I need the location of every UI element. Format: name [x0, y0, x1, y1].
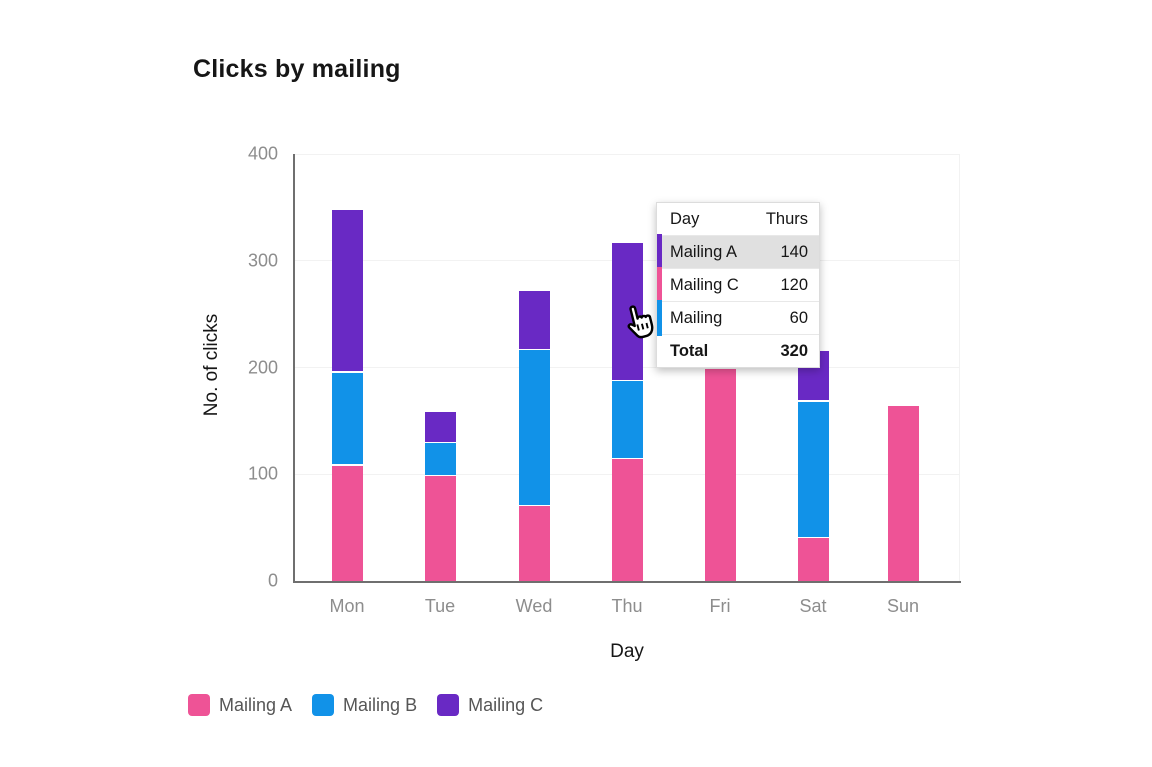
legend-swatch-icon [437, 694, 460, 716]
bar-segment-thu-mailing-a[interactable] [611, 459, 643, 581]
bar-segment-sun-mailing-a[interactable] [887, 405, 919, 581]
chart-legend: Mailing A Mailing B Mailing C [188, 694, 543, 716]
legend-label: Mailing B [343, 694, 418, 715]
bar-segment-mon-mailing-a[interactable] [331, 465, 363, 581]
y-tick-label: 300 [247, 250, 278, 271]
bar-segment-fri-mailing-a[interactable] [704, 368, 736, 581]
bar-segment-sat-mailing-b[interactable] [797, 401, 829, 537]
legend-label: Mailing C [468, 694, 544, 715]
bar-segment-wed-mailing-b[interactable] [518, 350, 550, 505]
bar-segment-wed-mailing-c[interactable] [518, 290, 550, 349]
y-tick-label: 200 [247, 357, 278, 377]
chart-title: Clicks by mailing [193, 55, 401, 83]
x-axis-title: Day [610, 641, 644, 662]
x-tick-label-mon: Mon [329, 596, 365, 616]
legend-item-mailing-b[interactable]: Mailing B [312, 694, 417, 716]
y-axis-title: No. of clicks [201, 313, 222, 417]
y-axis-line [293, 154, 295, 583]
tooltip-row: Day Thurs [657, 203, 819, 235]
legend-label: Mailing A [219, 694, 293, 715]
legend-item-mailing-c[interactable]: Mailing C [437, 694, 543, 716]
y-tick-label: 400 [247, 143, 278, 164]
tooltip-series-swatch [657, 234, 662, 270]
tooltip-row-label: Mailing A [670, 242, 737, 261]
tooltip-row-value: 60 [789, 308, 808, 327]
x-tick-label-sat: Sat [799, 596, 827, 616]
tooltip-row-label: Mailing C [670, 275, 739, 294]
bar-segment-mon-mailing-c[interactable] [331, 209, 363, 372]
x-tick-label-thu: Thu [611, 596, 643, 616]
tooltip-row-label: Mailing [670, 308, 723, 327]
tooltip-row-value: 320 [780, 341, 808, 360]
hand-pointer-icon [614, 294, 667, 354]
tooltip-row: Total 320 [657, 334, 819, 367]
gridline [295, 153, 960, 155]
legend-item-mailing-a[interactable]: Mailing A [188, 694, 292, 716]
bar-segment-tue-mailing-c[interactable] [424, 412, 456, 442]
bar-segment-mon-mailing-b[interactable] [331, 372, 363, 465]
tooltip-row: Mailing C 120 [657, 267, 819, 303]
bar-segment-sat-mailing-a[interactable] [797, 538, 829, 581]
tooltip-row: Mailing 60 [657, 300, 819, 336]
bar-segment-wed-mailing-a[interactable] [518, 506, 550, 581]
y-tick-label: 100 [247, 463, 278, 484]
bar-segment-tue-mailing-a[interactable] [424, 476, 456, 581]
tooltip-row: Mailing A 140 [657, 234, 819, 270]
bar-segment-thu-mailing-c[interactable] [611, 242, 643, 380]
tooltip-row-value: 140 [780, 242, 808, 261]
tooltip-row-value: 120 [780, 275, 808, 294]
bar-segment-tue-mailing-b[interactable] [424, 443, 456, 475]
tooltip-row-value: Thurs [765, 209, 808, 228]
x-axis-line [293, 581, 961, 583]
tooltip-series-swatch [657, 267, 662, 303]
bar-segment-thu-mailing-b[interactable] [611, 381, 643, 458]
chart-tooltip: Day Thurs Mailing A 140 Mailing C 120 Mailing 6… [656, 202, 820, 368]
legend-swatch-icon [312, 694, 335, 716]
tooltip-series-swatch [657, 300, 662, 336]
tooltip-row-label: Total [670, 341, 709, 360]
x-tick-label-fri: Fri [709, 596, 731, 616]
tooltip-row-label: Day [670, 209, 700, 228]
x-tick-label-tue: Tue [424, 596, 456, 616]
x-tick-label-wed: Wed [515, 596, 553, 616]
x-tick-label-sun: Sun [886, 596, 920, 616]
y-tick-label: 0 [267, 570, 278, 591]
legend-swatch-icon [188, 694, 210, 716]
plot-right-border [959, 154, 960, 581]
